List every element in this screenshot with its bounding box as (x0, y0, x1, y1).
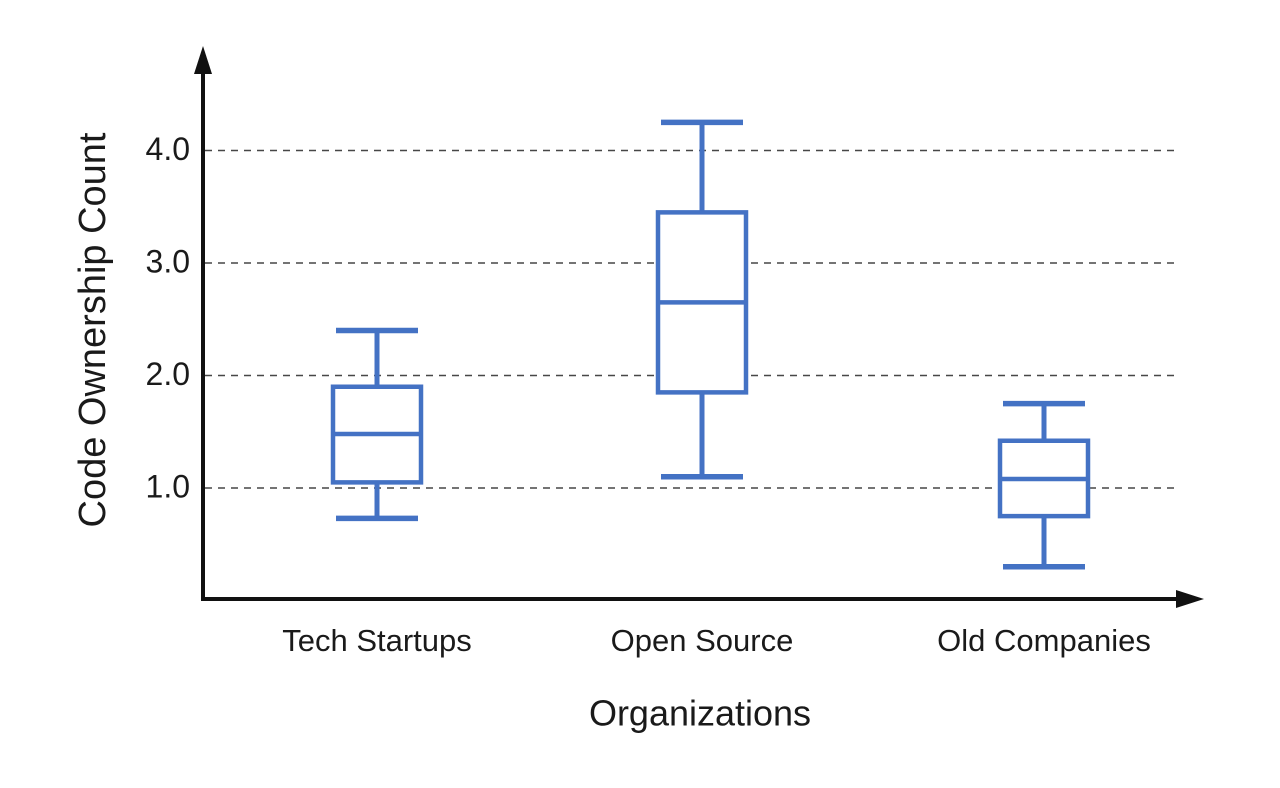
y-axis-arrowhead-icon (194, 46, 212, 74)
x-axis-arrowhead-icon (1176, 590, 1204, 608)
y-tick-label: 2.0 (146, 356, 190, 392)
x-category-label-open-source: Open Source (611, 623, 794, 658)
y-tick-label: 4.0 (146, 131, 190, 167)
y-tick-label: 1.0 (146, 468, 190, 504)
y-tick-label: 3.0 (146, 243, 190, 279)
y-axis-title: Code Ownership Count (72, 132, 114, 527)
x-axis-title: Organizations (589, 693, 811, 734)
x-category-label-old-companies: Old Companies (937, 623, 1151, 658)
x-category-label-tech-startups: Tech Startups (282, 623, 472, 658)
